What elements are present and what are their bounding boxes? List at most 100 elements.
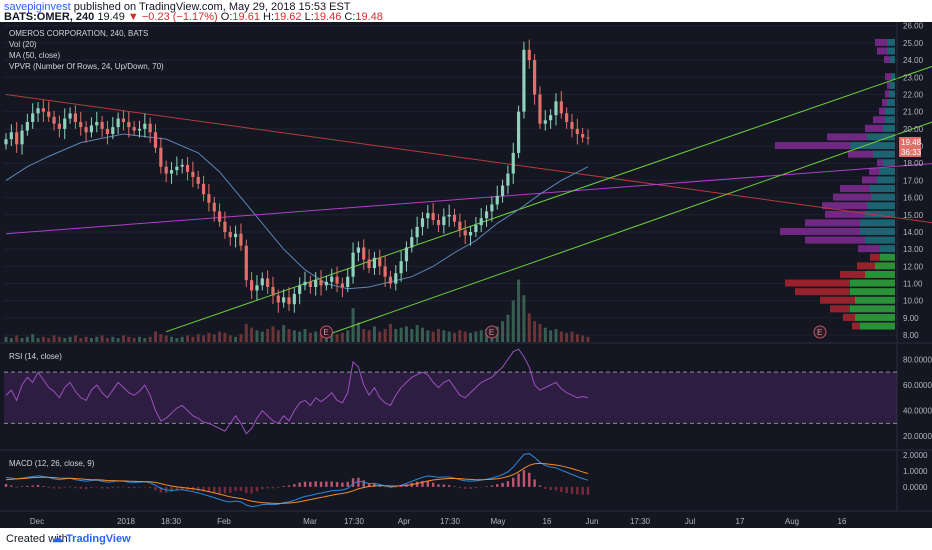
candle-body: [447, 214, 451, 217]
candle-body: [244, 245, 248, 281]
volume-bar: [31, 334, 35, 342]
macd-histogram-bar: [480, 486, 483, 488]
vpvr-down-bar: [785, 279, 850, 287]
volume-bar: [73, 335, 77, 342]
vpvr-up-bar: [891, 73, 895, 81]
macd-histogram-bar: [159, 486, 163, 493]
volume-bar: [543, 327, 547, 342]
volume-bar: [575, 334, 579, 342]
price-axis[interactable]: 8.00 9.00 10.00 11.00 12.00 13.00 14.00 15.00 16…: [896, 22, 924, 511]
vpvr-down-bar: [805, 236, 865, 244]
candle-body: [228, 231, 232, 238]
candle-body: [121, 118, 126, 122]
candle-body: [404, 247, 409, 262]
vpvr-up-bar: [885, 107, 895, 115]
low-value: 19.46: [313, 11, 342, 23]
volume-bar: [79, 338, 83, 342]
macd-histogram-bar: [175, 486, 179, 491]
candle-body: [196, 176, 200, 184]
author-link[interactable]: savepiginvest: [4, 1, 71, 13]
vpvr-up-bar: [877, 176, 895, 184]
candle-body: [543, 120, 547, 124]
footer-bar: Created with ☁ TradingView: [0, 528, 932, 550]
chart-title: OMEROS CORPORATION, 240, BATS: [9, 29, 148, 38]
volume-bar: [431, 331, 435, 342]
volume-bar: [394, 329, 398, 342]
volume-bar: [522, 295, 526, 342]
candle-body: [500, 185, 505, 196]
vpvr-down-bar: [780, 227, 860, 235]
macd-histogram-bar: [10, 485, 13, 487]
macd-histogram-bar: [474, 486, 478, 489]
macd-histogram-bar: [245, 486, 248, 494]
volume-bar: [506, 314, 510, 342]
volume-bar: [276, 330, 280, 342]
vpvr-down-bar: [858, 245, 880, 253]
macd-histogram-bar: [506, 481, 510, 487]
vol-legend[interactable]: Vol (20): [9, 40, 37, 49]
price-tick: 12.00: [903, 262, 924, 271]
volume-bar: [410, 329, 414, 342]
macd-histogram-bar: [282, 486, 285, 487]
macd-legend[interactable]: MACD (12, 26, close, 9): [9, 459, 95, 468]
volume-bar: [196, 334, 200, 342]
vpvr-down-bar: [840, 185, 870, 193]
volume-bar: [154, 331, 158, 342]
close-label: C:: [344, 11, 356, 23]
volume-bar: [84, 336, 88, 342]
candle-body: [73, 113, 78, 122]
vpvr-down-bar: [869, 167, 879, 175]
vpvr-up-bar: [865, 236, 895, 244]
timer-label: 36:33: [901, 148, 922, 157]
vpvr-down-bar: [843, 313, 855, 321]
earnings-icon: [485, 325, 499, 339]
volume-bar: [367, 330, 371, 342]
vpvr-legend[interactable]: VPVR (Number Of Rows, 24, Up/Down, 70): [9, 62, 164, 71]
signal-line: [5, 462, 589, 504]
candle-body: [137, 128, 142, 131]
macd-histogram-bar: [335, 482, 339, 487]
vpvr-up-bar: [855, 313, 895, 321]
vpvr-up-bar: [885, 116, 895, 124]
volume-bar: [57, 336, 61, 342]
candle-body: [57, 123, 61, 129]
macd-histogram-bar: [554, 486, 558, 491]
candle-body: [367, 259, 371, 269]
candle-body: [394, 273, 398, 284]
time-tick: 17: [736, 517, 745, 526]
tradingview-logo[interactable]: ☁ TradingView: [52, 532, 131, 545]
price-tick: 15.00: [903, 211, 924, 220]
price-tick: 24.00: [903, 56, 924, 65]
macd-histogram-bar: [154, 486, 157, 491]
chart-canvas[interactable]: E E E 8.00 9.00 10.00 11.00 12.00 13.00 14.00 15.…: [0, 22, 932, 528]
macd-histogram-bar: [303, 481, 307, 487]
publish-line: savepiginvest published on TradingView.c…: [4, 1, 351, 13]
rsi-legend[interactable]: RSI (14, close): [9, 352, 62, 361]
macd-histogram-bar: [378, 485, 381, 487]
down-arrow-icon: ▼: [127, 11, 139, 23]
candle-body: [420, 218, 425, 227]
vpvr-down-bar: [795, 288, 850, 296]
macd-histogram-bar: [261, 486, 264, 490]
vpvr-up-bar: [850, 305, 895, 313]
macd-histogram-bar: [399, 486, 403, 487]
macd-histogram-bar: [549, 486, 552, 491]
candle-body: [185, 164, 190, 172]
ma-legend[interactable]: MA (50, close): [9, 51, 60, 60]
macd-histogram-bar: [490, 485, 494, 487]
volume-bar: [565, 332, 569, 342]
vpvr-down-bar: [852, 322, 860, 330]
rsi-tick: 80.0000: [903, 355, 932, 364]
macd-histogram-bar: [447, 485, 451, 487]
time-axis[interactable]: Dec 2018 18:30 Feb Mar 17:30 Apr 17:30 May 16 Jun 1…: [30, 517, 847, 526]
candle-body: [255, 285, 259, 291]
candle-body: [378, 257, 382, 267]
chart-area[interactable]: E E E 8.00 9.00 10.00 11.00 12.00 13.00 14.00 15.…: [0, 22, 932, 528]
macd-histogram-bar: [20, 486, 24, 487]
vpvr-down-bar: [848, 150, 873, 158]
current-price-label: 19.48: [901, 138, 922, 147]
cloud-icon: ☁: [52, 533, 63, 545]
created-with-text: Created with: [6, 533, 68, 545]
candle-body: [180, 164, 184, 167]
macd-histogram-bar: [309, 481, 312, 487]
